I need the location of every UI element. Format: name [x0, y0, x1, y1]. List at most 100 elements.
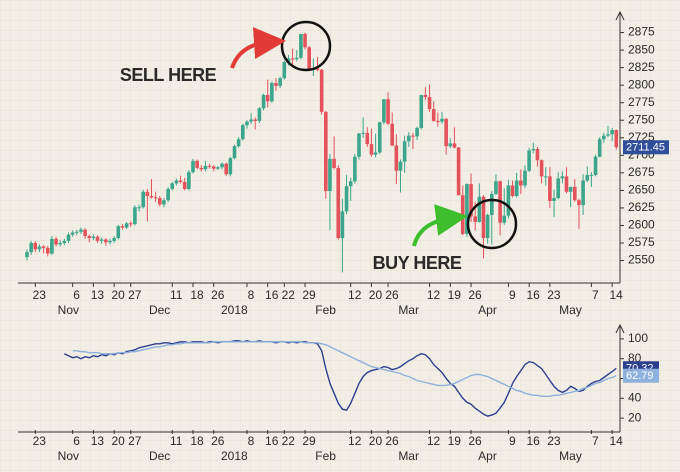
candle-body	[274, 83, 278, 86]
candle-body	[162, 200, 166, 205]
candle-body	[182, 181, 187, 189]
candle-body	[527, 150, 531, 171]
candle-body	[228, 158, 233, 175]
x-month-label: Nov	[58, 303, 79, 317]
candle-body	[112, 238, 116, 241]
candle-body	[407, 135, 411, 142]
candle-body	[224, 163, 228, 175]
candle-body	[481, 196, 486, 239]
candle-body	[514, 180, 519, 197]
candle-body	[116, 226, 121, 239]
grid	[34, 32, 624, 434]
candle-body	[390, 123, 394, 146]
x-tick-label: 18	[190, 288, 204, 302]
value-label-box	[623, 368, 659, 383]
candle-body	[141, 191, 145, 208]
candle-body	[220, 163, 224, 168]
x-tick-label: 20	[369, 288, 383, 302]
y-tick-label: 2675	[628, 165, 655, 179]
x-tick-label: 19	[448, 434, 462, 448]
candle-body	[128, 223, 133, 225]
candle-body	[83, 229, 87, 236]
candle-body	[207, 165, 212, 167]
x-tick-label: 23	[33, 288, 47, 302]
candle-body	[58, 243, 62, 245]
candle-body	[377, 122, 382, 153]
candle-body	[203, 165, 208, 170]
candle-body	[290, 58, 295, 60]
candle-body	[328, 158, 332, 192]
x-month-label: Dec	[149, 449, 170, 463]
x-tick-label: 29	[302, 434, 316, 448]
candle-body	[45, 247, 50, 254]
x-tick-label: 26	[468, 288, 482, 302]
candle-body	[120, 226, 125, 228]
candle-body	[265, 94, 270, 102]
candle-body	[535, 149, 540, 161]
candle-body	[398, 161, 403, 171]
candle-body	[427, 97, 432, 110]
y-tick-label: 2550	[628, 253, 655, 267]
candle-body	[303, 33, 307, 48]
candle-body	[211, 166, 216, 169]
candle-body	[568, 186, 573, 192]
candle-body	[158, 198, 162, 205]
candle-body	[166, 188, 170, 201]
x-tick-label: 6	[73, 288, 80, 302]
candle-body	[614, 130, 619, 148]
candle-body	[597, 139, 602, 157]
candle-body	[315, 68, 320, 70]
x-tick-label: 14	[609, 288, 623, 302]
candle-body	[79, 229, 83, 232]
x-tick-label: 7	[592, 288, 599, 302]
candle-body	[245, 121, 249, 126]
candle-body	[610, 130, 614, 135]
candle-body	[54, 238, 58, 245]
candle-body	[124, 223, 129, 228]
candle-body	[477, 196, 482, 222]
y-tick-label: 40	[628, 390, 642, 404]
y-tick-label: 2800	[628, 77, 655, 91]
x-month-label: Dec	[149, 303, 170, 317]
candle-body	[70, 232, 75, 235]
candle-body	[37, 246, 42, 250]
x-tick-label: 13	[91, 434, 105, 448]
candle-body	[29, 243, 33, 253]
x-month-label: Apr	[478, 303, 497, 317]
x-tick-label: 16	[265, 288, 279, 302]
candle-body	[543, 176, 548, 178]
candle-body	[560, 176, 565, 179]
x-tick-label: 23	[33, 434, 47, 448]
x-month-label: 2018	[221, 449, 248, 463]
candle-body	[104, 239, 108, 243]
candle-body	[506, 185, 511, 216]
x-month-label: Feb	[315, 449, 336, 463]
candle-body	[216, 167, 220, 169]
candle-body	[448, 143, 453, 147]
candle-body	[324, 111, 328, 192]
x-tick-label: 16	[265, 434, 279, 448]
candle-body	[519, 180, 523, 186]
candle-body	[573, 186, 577, 201]
x-tick-label: 9	[509, 434, 516, 448]
candle-body	[195, 160, 199, 168]
candle-body	[440, 118, 444, 122]
candle-body	[191, 160, 195, 173]
candle-body	[294, 57, 299, 60]
candle-body	[95, 236, 100, 241]
candle-body	[108, 240, 112, 243]
candle-body	[606, 134, 610, 136]
axis-arrow	[615, 10, 625, 21]
candle-body	[319, 69, 324, 112]
candle-body	[261, 94, 266, 109]
x-tick-label: 8	[248, 288, 255, 302]
x-tick-label: 26	[468, 434, 482, 448]
candle-body	[365, 132, 370, 145]
candle-body	[581, 180, 585, 206]
x-tick-label: 20	[111, 434, 125, 448]
candle-body	[307, 47, 311, 70]
x-tick-label: 20	[111, 288, 125, 302]
candle-body	[178, 180, 183, 182]
candle-body	[469, 184, 473, 217]
x-tick-label: 27	[128, 434, 142, 448]
